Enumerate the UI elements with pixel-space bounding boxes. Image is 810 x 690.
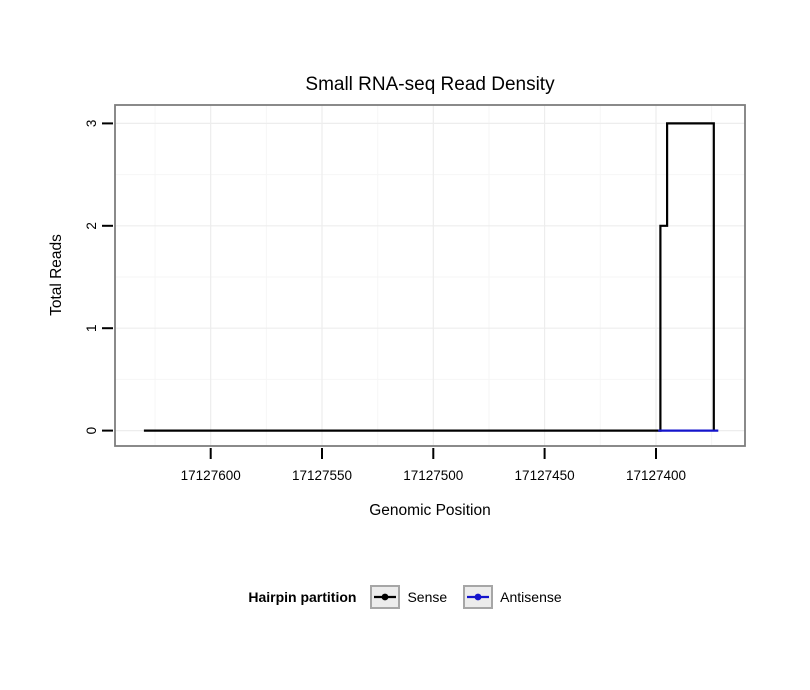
- chart-title: Small RNA-seq Read Density: [305, 74, 555, 95]
- panel-background: [115, 105, 745, 446]
- panel-border: [114, 104, 746, 447]
- x-axis-label: Genomic Position: [369, 502, 491, 519]
- y-tick-label: 1: [84, 324, 99, 332]
- legend-key-sense-icon: [370, 585, 401, 609]
- minor-gridlines: [115, 105, 745, 446]
- legend-entry-antisense: Antisense: [463, 585, 562, 609]
- x-tick-label: 17127500: [403, 468, 463, 483]
- legend-label-antisense: Antisense: [500, 589, 562, 605]
- legend-title: Hairpin partition: [248, 589, 357, 605]
- y-tick-labels: 0 1 2 3: [84, 120, 99, 435]
- plot-area: 17127600 17127550 17127500 17127450 17127400…: [84, 104, 746, 483]
- x-tick-marks: [209, 448, 657, 459]
- y-tick-label: 3: [84, 120, 99, 128]
- legend-entries: Sense Antisense: [370, 585, 562, 609]
- y-tick-marks: [102, 122, 113, 432]
- x-tick-label: 17127600: [181, 468, 241, 483]
- legend-key-antisense-icon: [463, 585, 494, 609]
- x-tick-label: 17127400: [626, 468, 686, 483]
- x-tick-label: 17127450: [515, 468, 575, 483]
- legend: Hairpin partition Sense Antisense: [0, 582, 810, 612]
- y-tick-label: 2: [84, 222, 99, 230]
- y-tick-label: 0: [84, 427, 99, 435]
- legend-label-sense: Sense: [407, 589, 448, 605]
- x-tick-labels: 17127600 17127550 17127500 17127450 17127400: [181, 468, 686, 483]
- x-tick-label: 17127550: [292, 468, 352, 483]
- legend-entry-sense: Sense: [370, 585, 447, 609]
